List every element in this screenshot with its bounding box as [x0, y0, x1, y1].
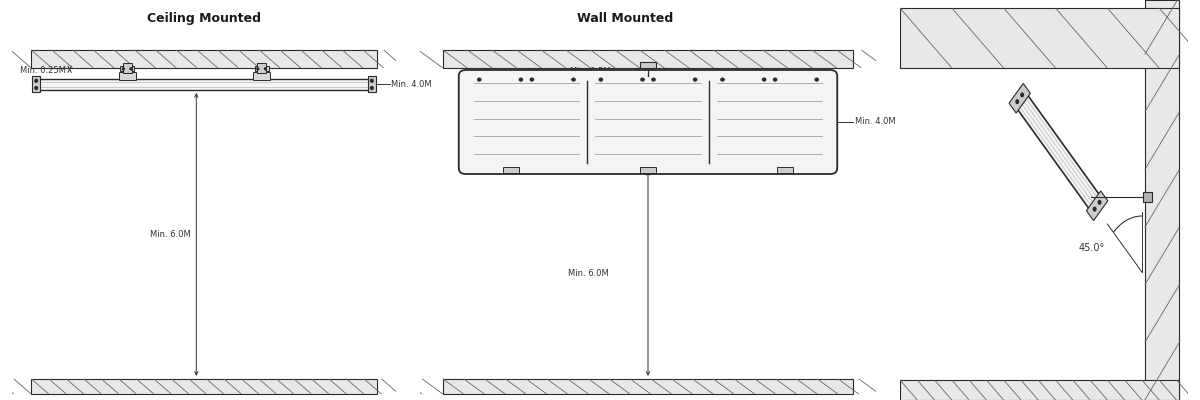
Text: Min. 0.25M: Min. 0.25M — [20, 66, 66, 75]
Circle shape — [1098, 200, 1100, 204]
Bar — [443, 50, 853, 68]
Polygon shape — [1015, 91, 1102, 213]
Circle shape — [35, 79, 37, 82]
Circle shape — [130, 68, 132, 70]
Circle shape — [520, 78, 522, 81]
Circle shape — [599, 78, 602, 81]
Circle shape — [371, 87, 373, 89]
Circle shape — [721, 78, 724, 81]
Circle shape — [35, 87, 37, 89]
Circle shape — [1093, 207, 1096, 211]
Bar — [31, 379, 377, 394]
Circle shape — [762, 78, 766, 81]
Text: Ceiling Mounted: Ceiling Mounted — [148, 12, 262, 25]
Circle shape — [652, 78, 655, 81]
Bar — [1145, 0, 1180, 400]
Circle shape — [530, 78, 534, 81]
Bar — [253, 72, 270, 80]
Circle shape — [371, 79, 373, 82]
Bar — [31, 50, 377, 68]
Bar — [32, 76, 41, 92]
Circle shape — [1021, 93, 1024, 97]
Bar — [443, 379, 853, 394]
Circle shape — [774, 78, 776, 81]
Bar — [254, 66, 269, 71]
Circle shape — [694, 78, 697, 81]
Bar — [122, 63, 132, 73]
Bar — [38, 79, 370, 90]
Circle shape — [815, 78, 818, 81]
Polygon shape — [1086, 191, 1108, 220]
Text: Min. 6.0M: Min. 6.0M — [569, 269, 610, 278]
Bar — [503, 167, 520, 173]
FancyBboxPatch shape — [458, 70, 838, 174]
Bar — [900, 68, 1145, 380]
Bar — [900, 380, 1180, 400]
Polygon shape — [1009, 84, 1031, 113]
Text: 45.0°: 45.0° — [1079, 243, 1105, 253]
Circle shape — [257, 68, 259, 70]
Text: Min. 0.5M: Min. 0.5M — [570, 68, 611, 76]
Bar — [257, 63, 266, 73]
Circle shape — [122, 68, 125, 70]
Bar — [367, 76, 376, 92]
Text: Min. 4.0M: Min. 4.0M — [856, 118, 896, 126]
Bar — [1144, 192, 1152, 202]
Bar — [640, 167, 656, 173]
Circle shape — [1016, 100, 1019, 104]
Bar — [776, 167, 793, 173]
Text: Min. 6.0M: Min. 6.0M — [150, 230, 191, 239]
Text: Min. 4.0M: Min. 4.0M — [391, 80, 432, 89]
Circle shape — [264, 68, 266, 70]
Circle shape — [641, 78, 644, 81]
Bar — [640, 62, 656, 68]
Bar — [120, 66, 134, 71]
Bar — [900, 8, 1180, 68]
Text: Wall Mounted: Wall Mounted — [577, 12, 673, 25]
Circle shape — [478, 78, 481, 81]
Circle shape — [572, 78, 575, 81]
Bar — [119, 72, 136, 80]
